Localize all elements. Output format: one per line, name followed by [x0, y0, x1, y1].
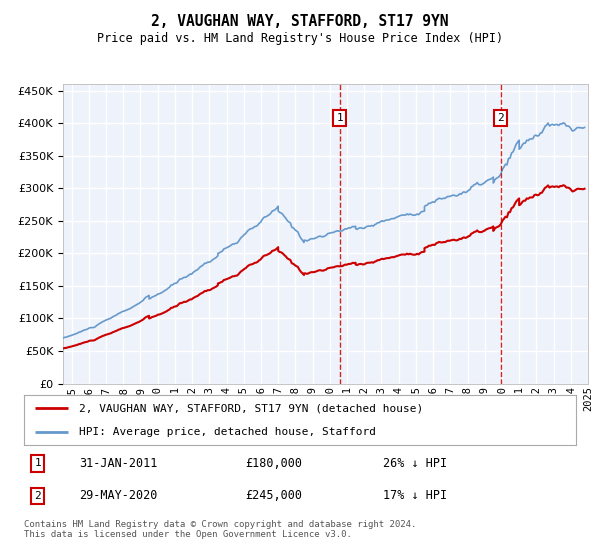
Text: £245,000: £245,000: [245, 489, 302, 502]
Text: 1: 1: [34, 459, 41, 469]
Text: HPI: Average price, detached house, Stafford: HPI: Average price, detached house, Staf…: [79, 427, 376, 437]
Text: 1: 1: [337, 113, 343, 123]
Text: 2: 2: [34, 491, 41, 501]
Text: Price paid vs. HM Land Registry's House Price Index (HPI): Price paid vs. HM Land Registry's House …: [97, 32, 503, 45]
Text: 2, VAUGHAN WAY, STAFFORD, ST17 9YN: 2, VAUGHAN WAY, STAFFORD, ST17 9YN: [151, 14, 449, 29]
Text: 2, VAUGHAN WAY, STAFFORD, ST17 9YN (detached house): 2, VAUGHAN WAY, STAFFORD, ST17 9YN (deta…: [79, 403, 424, 413]
Text: 17% ↓ HPI: 17% ↓ HPI: [383, 489, 447, 502]
Text: 29-MAY-2020: 29-MAY-2020: [79, 489, 158, 502]
Text: Contains HM Land Registry data © Crown copyright and database right 2024.
This d: Contains HM Land Registry data © Crown c…: [24, 520, 416, 539]
Text: £180,000: £180,000: [245, 457, 302, 470]
Text: 2: 2: [497, 113, 504, 123]
Text: 31-JAN-2011: 31-JAN-2011: [79, 457, 158, 470]
Text: 26% ↓ HPI: 26% ↓ HPI: [383, 457, 447, 470]
